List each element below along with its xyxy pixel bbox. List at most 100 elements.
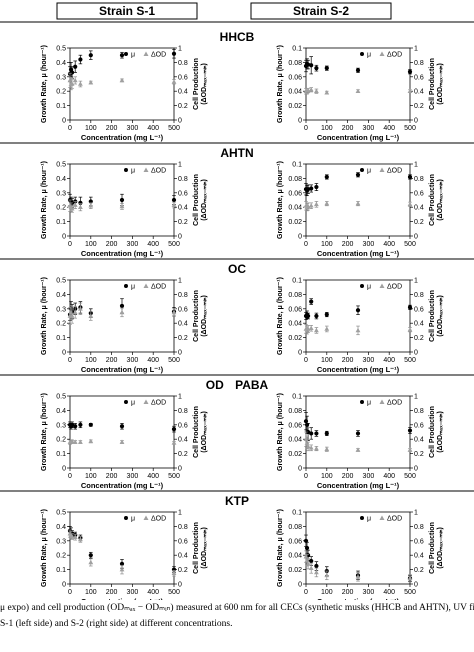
data-point-delta-od <box>407 575 413 581</box>
legend-mu-label: μ <box>131 52 135 59</box>
x-axis-label: Concentration (mg L⁻¹) <box>81 597 164 600</box>
data-point-mu <box>407 305 413 310</box>
x-tick-label: 300 <box>127 125 139 132</box>
x-tick-label: 100 <box>321 357 333 364</box>
y-tick-label: 0 <box>298 234 302 241</box>
x-tick-label: 100 <box>85 125 97 132</box>
y2-tick-label: 0 <box>178 234 182 241</box>
legend-mu-marker <box>124 516 128 520</box>
legend-mu-marker <box>360 516 364 520</box>
x-axis-label: Concentration (mg L⁻¹) <box>317 481 400 490</box>
data-point-mu <box>355 308 361 313</box>
y-tick-label: 0.06 <box>288 422 302 429</box>
x-axis-label: Concentration (mg L⁻¹) <box>317 365 400 374</box>
x-tick-label: 200 <box>106 473 118 480</box>
x-tick-label: 300 <box>127 241 139 248</box>
x-tick-label: 100 <box>321 241 333 248</box>
y-tick-label: 0.02 <box>288 451 302 458</box>
legend-mu-label: μ <box>131 168 135 175</box>
y2-axis-label: Cell Production <box>193 522 200 574</box>
y-tick-label: 0 <box>62 350 66 357</box>
y-tick-label: 0.3 <box>56 538 66 545</box>
x-axis-label: Concentration (mg L⁻¹) <box>81 481 164 490</box>
y2-tick-label: 1 <box>178 46 182 53</box>
x-tick-label: 200 <box>106 357 118 364</box>
data-point-delta-od <box>407 201 413 207</box>
data-point-delta-od <box>69 533 75 539</box>
x-tick-label: 500 <box>168 589 180 596</box>
legend-od-label: ΔOD <box>387 400 402 407</box>
y2-tick-label: 0.6 <box>414 190 424 197</box>
data-point-mu <box>314 563 319 569</box>
x-tick-label: 200 <box>342 241 354 248</box>
y-tick-label: 0 <box>298 582 302 589</box>
data-point-mu <box>73 424 78 429</box>
y2-tick-label: 1 <box>178 394 182 401</box>
y2-tick-label: 0.8 <box>414 176 424 183</box>
x-tick-label: 200 <box>342 125 354 132</box>
y2-tick-label: 0 <box>414 582 418 589</box>
y2-tick-label: 0.2 <box>178 567 188 574</box>
y-tick-label: 0.2 <box>56 205 66 212</box>
data-point-delta-od <box>305 443 311 449</box>
y-tick-label: 0.5 <box>56 162 66 169</box>
data-point-delta-od <box>314 445 319 451</box>
data-point-delta-od <box>355 574 361 579</box>
data-point-mu <box>309 63 314 68</box>
x-tick-label: 500 <box>404 241 416 248</box>
data-point-mu <box>324 431 329 436</box>
x-tick-label: 500 <box>168 125 180 132</box>
y2-tick-label: 0.8 <box>414 408 424 415</box>
legend-mu-marker <box>124 284 128 288</box>
data-point-delta-od <box>78 439 83 444</box>
data-point-delta-od <box>407 88 413 93</box>
y-tick-label: 0.08 <box>288 292 302 299</box>
data-point-delta-od <box>171 440 177 445</box>
data-point-delta-od <box>69 313 75 318</box>
x-tick-label: 500 <box>168 357 180 364</box>
data-point-delta-od <box>119 439 125 444</box>
data-point-delta-od <box>355 327 361 333</box>
y-axis-label: Growth Rate, μ (hour⁻¹) <box>41 45 48 123</box>
data-point-delta-od <box>78 536 83 542</box>
y2-axis-label-unit: (ΔODₘₐₓ₋ₘᵢₙ) <box>201 63 208 105</box>
data-point-mu <box>303 538 309 543</box>
legend-mu-marker <box>360 168 364 172</box>
y2-tick-label: 1 <box>414 46 418 53</box>
data-point-delta-od <box>72 77 78 83</box>
chart-oc-s-2: 0 0.02 0.04 0.06 0.08 0.1 0 0.2 0.4 0.6 0.8 1 0 100 20… <box>277 277 444 374</box>
y2-tick-label: 0.4 <box>178 437 188 444</box>
y2-tick-label: 0.8 <box>414 60 424 67</box>
data-point-mu <box>314 184 319 190</box>
legend-mu-label: μ <box>131 400 135 407</box>
data-point-delta-od <box>308 203 314 208</box>
y-axis-label: Growth Rate, μ (hour⁻¹) <box>41 393 48 471</box>
data-point-delta-od <box>308 565 314 570</box>
data-point-mu <box>171 427 177 432</box>
x-axis-label: Concentration (mg L⁻¹) <box>317 133 400 142</box>
data-point-delta-od <box>78 81 83 86</box>
y-tick-label: 0.1 <box>292 46 302 53</box>
y-tick-label: 0.4 <box>56 60 66 67</box>
y2-tick-label: 0.4 <box>414 205 424 212</box>
x-tick-label: 500 <box>404 125 416 132</box>
x-axis-label: Concentration (mg L⁻¹) <box>81 249 164 258</box>
data-point-delta-od <box>171 309 177 315</box>
y2-tick-label: 0.6 <box>178 74 188 81</box>
data-point-delta-od <box>308 87 314 92</box>
data-point-delta-od <box>324 90 330 95</box>
chart-hhcb-s-2: 0 0.02 0.04 0.06 0.08 0.1 0 0.2 0.4 0.6 0.8 1 0 100 20… <box>277 45 444 142</box>
y-tick-label: 0.3 <box>56 422 66 429</box>
chart-od-paba-s-1: 0 0.1 0.2 0.3 0.4 0.5 0 0.2 0.4 0.6 0.8 1 0 100 200 300… <box>41 393 208 490</box>
x-axis-label: Concentration (mg L⁻¹) <box>317 249 400 258</box>
legend-mu-marker <box>360 52 364 56</box>
x-tick-label: 300 <box>363 589 375 596</box>
y2-axis-label: Cell Production <box>429 522 436 574</box>
legend-mu-label: μ <box>367 52 371 59</box>
y-tick-label: 0.4 <box>56 292 66 299</box>
y2-tick-label: 0.6 <box>178 190 188 197</box>
data-point-delta-od <box>308 325 314 331</box>
data-point-mu <box>171 197 177 203</box>
y-tick-label: 0 <box>298 350 302 357</box>
